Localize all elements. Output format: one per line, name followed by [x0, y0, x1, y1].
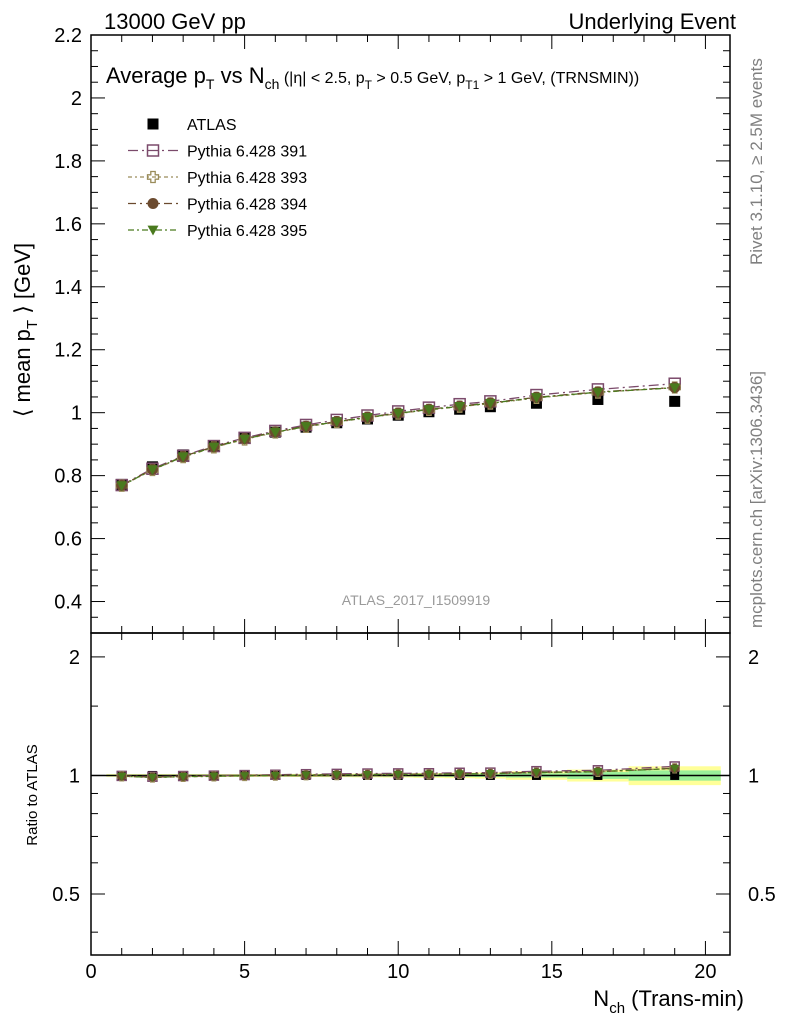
ratio-plot-frame: [90, 632, 731, 956]
ratio-y-tick-label-right: 0.5: [748, 884, 776, 906]
mc-point: [146, 465, 158, 476]
ratio-mc-point: [531, 768, 541, 777]
y-tick-label: 1.8: [54, 151, 82, 173]
y-axis-label: ⟨ mean pT ⟩ [GeV]: [10, 243, 41, 417]
ratio-axis-ticks: 0 5 10 15 20 0.5 0.5 1 1 2 2: [52, 633, 776, 983]
legend-marker: [147, 118, 159, 130]
ratio-mc-point: [455, 770, 465, 779]
series-line: [121, 386, 675, 486]
legend-marker: [146, 144, 160, 157]
ratio-mc-point: [393, 770, 403, 779]
ratio-mc-point: [670, 764, 680, 773]
y-tick-label: 0.6: [54, 529, 82, 551]
legend-label: Pythia 6.428 394: [187, 197, 307, 214]
ratio-y-tick-label-right: 1: [748, 765, 759, 787]
mc-point: [530, 393, 542, 404]
data-point: [592, 393, 604, 405]
ratio-mc-point: [147, 773, 157, 782]
ratio-mc-point: [362, 770, 372, 780]
ratio-mc-point: [209, 772, 219, 781]
mc-point: [177, 452, 189, 463]
mc-point: [331, 417, 343, 428]
ratio-mc-point: [240, 772, 250, 781]
ratio-y-axis-label: Ratio to ATLAS: [24, 744, 41, 845]
y-tick-label: 0.4: [54, 592, 82, 614]
y-tick-label: 1.6: [54, 214, 82, 236]
y-tick-label: 0.8: [54, 466, 82, 488]
mc-point: [592, 387, 604, 398]
ratio-y-tick-label: 0.5: [52, 884, 80, 906]
ratio-mc-point: [593, 768, 603, 777]
mc-point: [269, 427, 281, 438]
series-line: [121, 383, 675, 486]
ratio-mc-point: [424, 770, 434, 779]
mc-point: [239, 434, 251, 445]
x-tick-label: 5: [239, 961, 250, 983]
y-tick-label: 1: [71, 403, 82, 425]
legend-label: ATLAS: [187, 117, 237, 134]
mc-point: [392, 408, 404, 419]
rivet-note: Rivet 3.1.10, ≥ 2.5M events: [747, 58, 766, 265]
legend-marker: [147, 198, 159, 209]
ratio-mc-point: [178, 773, 188, 782]
legend-label: Pythia 6.428 395: [187, 223, 307, 240]
header-right: Underlying Event: [568, 9, 736, 34]
mc-point: [484, 398, 496, 409]
ratio-mc-point: [117, 772, 127, 781]
ratio-y-tick-label: 2: [69, 647, 80, 669]
mc-point: [454, 401, 466, 412]
series-line: [121, 386, 675, 487]
ratio-mc-point: [301, 771, 311, 780]
x-axis-label: Nch (Trans-min): [593, 986, 744, 1017]
chart-title: Average pT vs Nch (|η| < 2.5, pT > 0.5 G…: [106, 63, 639, 92]
legend-marker: [146, 170, 160, 184]
legend: ATLAS Pythia 6.428 391 Pythia 6.428 393 Pyt…: [128, 117, 307, 240]
mc-point: [361, 413, 373, 423]
mc-point: [669, 383, 681, 394]
main-series: [115, 377, 681, 492]
data-point: [669, 395, 681, 407]
x-tick-label: 15: [541, 961, 563, 983]
series-line: [121, 387, 675, 487]
legend-label: Pythia 6.428 393: [187, 170, 307, 187]
ratio-mc-point: [332, 771, 342, 780]
mcplots-note: mcplots.cern.ch [arXiv:1306.3436]: [747, 371, 766, 628]
mc-point: [300, 422, 312, 433]
ratio-data-point: [670, 770, 680, 780]
legend-label: Pythia 6.428 391: [187, 144, 307, 161]
analysis-watermark: ATLAS_2017_I1509919: [342, 592, 491, 608]
y-tick-label: 1.4: [54, 277, 82, 299]
mc-point: [423, 405, 435, 416]
x-tick-label: 0: [85, 961, 96, 983]
legend-marker: [147, 225, 159, 236]
ratio-mc-point: [270, 771, 280, 780]
x-tick-label: 20: [694, 961, 716, 983]
ratio-series: [116, 761, 680, 783]
y-tick-label: 2: [71, 88, 82, 110]
ratio-y-tick-label-right: 2: [748, 647, 759, 669]
y-tick-label: 2.2: [54, 25, 82, 47]
ratio-series-line: [121, 767, 675, 778]
header-left: 13000 GeV pp: [104, 9, 246, 34]
ratio-y-tick-label: 1: [69, 765, 80, 787]
x-tick-label: 10: [387, 961, 409, 983]
main-axis-ticks: 0.4 0.6 0.8 1 1.2 1.4 1.6 1.8 2 2.2: [54, 25, 730, 634]
y-tick-label: 1.2: [54, 340, 82, 362]
mc-point: [208, 442, 220, 453]
mc-point: [116, 481, 128, 492]
ratio-mc-point: [485, 770, 495, 779]
